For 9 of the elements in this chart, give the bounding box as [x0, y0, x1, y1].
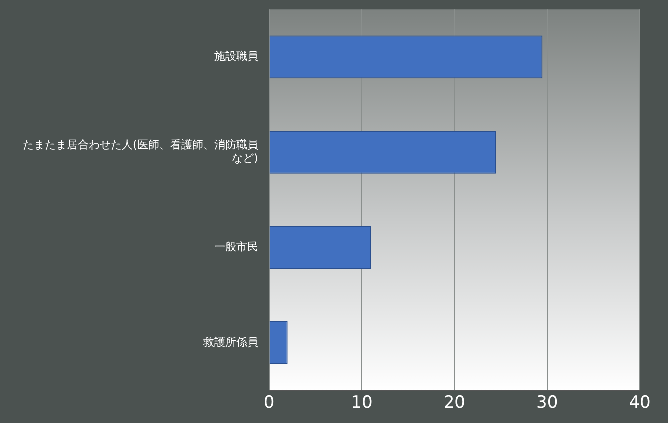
x-tick-label: 20 — [444, 393, 466, 414]
y-tick-label: 一般市民 — [214, 240, 258, 254]
y-tick-label: 施設職員 — [214, 50, 258, 64]
y-tick-label: 救護所係員 — [202, 336, 258, 349]
x-tick-label: 10 — [351, 393, 373, 414]
x-tick-label: 0 — [264, 393, 275, 414]
y-tick-label: たまたま居合わせた人(医師、看護師、消防職員など) — [22, 138, 258, 165]
x-tick-label: 40 — [629, 393, 651, 414]
x-tick-label: 30 — [536, 393, 558, 414]
